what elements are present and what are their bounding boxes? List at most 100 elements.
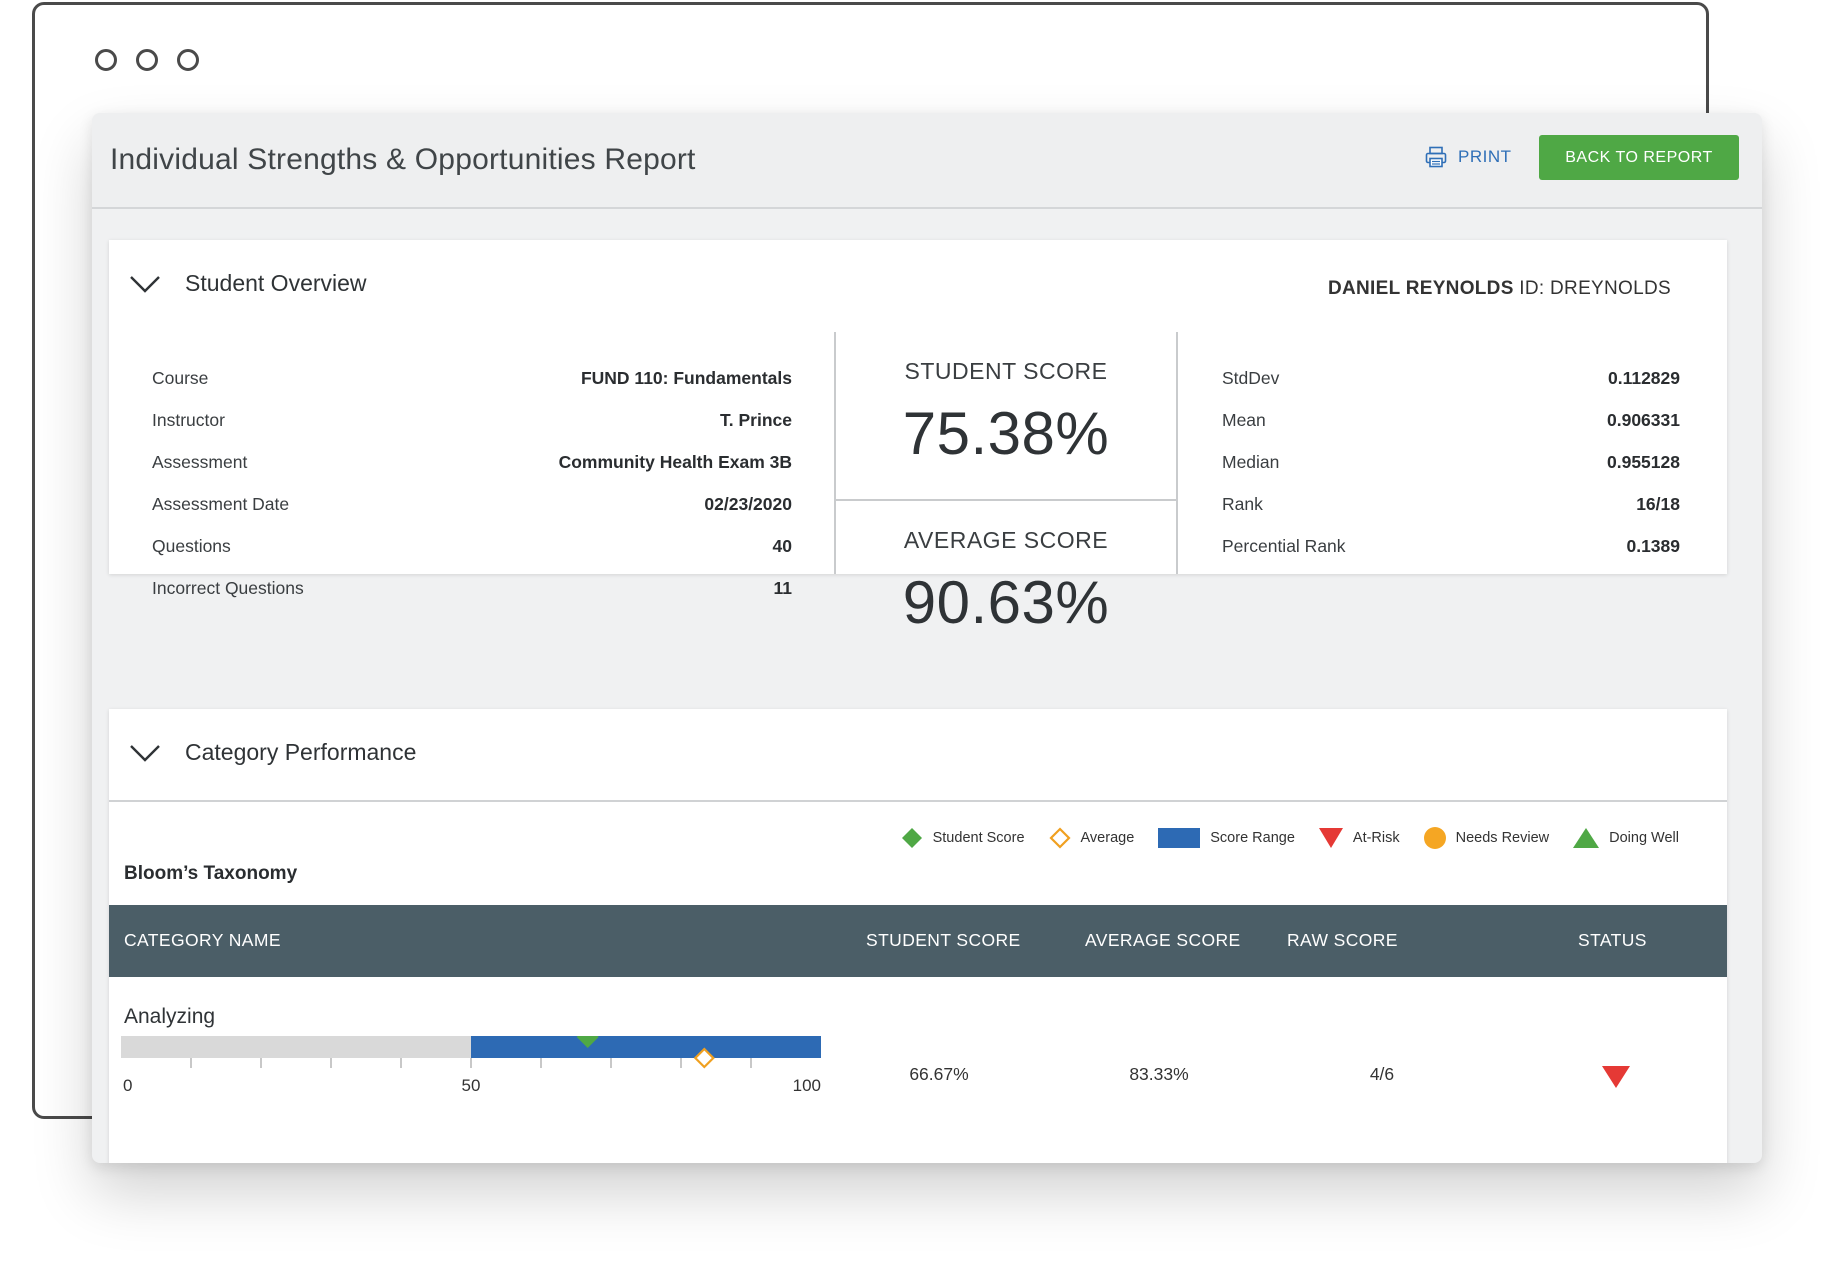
category-performance-card: Category Performance Student Score Avera… <box>109 709 1727 1163</box>
info-row: Incorrect Questions 11 <box>152 578 792 620</box>
table-header: CATEGORY NAME STUDENT SCORE AVERAGE SCOR… <box>109 905 1727 977</box>
legend-average: Average <box>1048 827 1135 849</box>
red-down-triangle-icon <box>1318 828 1343 848</box>
stat-row: Mean 0.906331 <box>1222 410 1680 452</box>
window-controls <box>95 49 199 71</box>
chevron-down-icon[interactable] <box>129 743 161 763</box>
raw-score-cell: 4/6 <box>1369 1064 1395 1084</box>
score-range-fill <box>471 1036 821 1058</box>
report-panel: Individual Strengths & Opportunities Rep… <box>92 113 1762 1163</box>
student-score-block: STUDENT SCORE 75.38% <box>836 358 1176 468</box>
info-row: Questions 40 <box>152 536 792 578</box>
stat-label: Mean <box>1222 410 1266 430</box>
legend-at-risk: At-Risk <box>1318 828 1400 848</box>
category-name: Analyzing <box>124 1005 216 1028</box>
print-button[interactable]: PRINT <box>1424 145 1512 169</box>
stat-label: StdDev <box>1222 368 1280 388</box>
legend-student-score: Student Score <box>901 827 1025 849</box>
info-row: Course FUND 110: Fundamentals <box>152 368 792 410</box>
average-score-block: AVERAGE SCORE 90.63% <box>836 527 1176 637</box>
score-range-bar: 0 50 100 <box>121 1036 821 1095</box>
student-name: DANIEL REYNOLDS <box>1327 278 1514 299</box>
print-label: PRINT <box>1458 147 1512 166</box>
axis-tick-label: 100 <box>793 1076 821 1095</box>
printer-icon <box>1425 146 1447 168</box>
info-label: Instructor <box>152 410 225 430</box>
column-header-status[interactable]: STATUS <box>1578 930 1647 950</box>
report-title: Individual Strengths & Opportunities Rep… <box>110 143 696 176</box>
axis-tick-label: 0 <box>123 1076 132 1095</box>
info-value: T. Prince <box>720 410 792 430</box>
stat-value: 0.112829 <box>1607 368 1680 388</box>
column-header-raw-score[interactable]: RAW SCORE <box>1287 930 1398 950</box>
at-risk-status-icon <box>1602 1066 1630 1088</box>
stat-label: Rank <box>1222 494 1263 514</box>
student-id: ID: DREYNOLDS <box>1519 278 1671 299</box>
column-header-category[interactable]: CATEGORY NAME <box>124 930 281 950</box>
average-score-label: AVERAGE SCORE <box>903 527 1109 553</box>
student-overview-card: Student Overview DANIEL REYNOLDS ID: DRE… <box>109 240 1727 636</box>
legend-needs-review: Needs Review <box>1423 827 1550 849</box>
course-info-list: Course FUND 110: Fundamentals Instructor T… <box>152 368 792 620</box>
info-row: Assessment Date 02/23/2020 <box>152 494 792 536</box>
stat-label: Median <box>1222 452 1280 472</box>
legend-label: Student Score <box>932 830 1025 846</box>
divider <box>1176 332 1178 574</box>
stat-label: Percential Rank <box>1222 536 1346 556</box>
info-row: Assessment Community Health Exam 3B <box>152 452 792 494</box>
info-value: 40 <box>772 536 792 556</box>
divider <box>834 332 836 574</box>
info-value: Community Health Exam 3B <box>558 452 792 472</box>
average-score-marker <box>693 1047 715 1069</box>
legend-label: At-Risk <box>1352 830 1400 846</box>
column-header-average-score[interactable]: AVERAGE SCORE <box>1085 930 1241 950</box>
window-dot-close[interactable] <box>95 49 117 71</box>
legend-doing-well: Doing Well <box>1573 828 1679 848</box>
window-dot-maximize[interactable] <box>177 49 199 71</box>
legend-label: Score Range <box>1210 830 1295 846</box>
info-label: Course <box>152 368 209 388</box>
category-performance-header[interactable]: Category Performance <box>129 739 416 766</box>
orange-circle-icon <box>1423 827 1446 849</box>
stat-row: StdDev 0.112829 <box>1222 368 1680 410</box>
legend-score-range: Score Range <box>1158 827 1295 849</box>
back-to-report-button[interactable]: BACK TO REPORT <box>1539 135 1739 180</box>
column-header-student-score[interactable]: STUDENT SCORE <box>866 930 1021 950</box>
stat-row: Percential Rank 0.1389 <box>1222 536 1680 578</box>
student-score-marker <box>576 1036 599 1048</box>
window-dot-minimize[interactable] <box>136 49 158 71</box>
green-diamond-icon <box>901 828 922 848</box>
info-value: 11 <box>773 578 793 598</box>
category-performance-title: Category Performance <box>185 739 417 765</box>
axis-ticks <box>190 1058 752 1068</box>
legend-label: Average <box>1080 830 1135 846</box>
chevron-down-icon[interactable] <box>129 274 161 294</box>
student-score-value: 75.38% <box>902 400 1110 467</box>
info-label: Questions <box>152 536 231 556</box>
student-score-cell: 66.67% <box>909 1064 969 1084</box>
blue-rectangle-icon <box>1158 828 1201 848</box>
stat-value: 0.955128 <box>1607 452 1680 472</box>
stat-value: 0.1389 <box>1626 536 1680 556</box>
info-label: Assessment Date <box>152 494 290 514</box>
info-label: Assessment <box>152 452 248 472</box>
section-title: Bloom’s Taxonomy <box>124 863 298 884</box>
student-overview-header[interactable]: Student Overview <box>129 270 367 297</box>
info-value: FUND 110: Fundamentals <box>580 368 792 388</box>
stat-row: Rank 16/18 <box>1222 494 1680 536</box>
legend-label: Doing Well <box>1609 830 1679 846</box>
divider <box>836 499 1176 501</box>
green-up-triangle-icon <box>1573 828 1600 848</box>
report-header: Individual Strengths & Opportunities Rep… <box>92 113 1762 209</box>
chart-legend: Student Score Average Score Range At-Ris… <box>901 827 1679 849</box>
stat-value: 16/18 <box>1636 494 1680 514</box>
average-score-value: 90.63% <box>902 569 1110 636</box>
student-overview-title: Student Overview <box>185 270 367 296</box>
stat-row: Median 0.955128 <box>1222 452 1680 494</box>
info-row: Instructor T. Prince <box>152 410 792 452</box>
legend-label: Needs Review <box>1455 830 1550 846</box>
axis-tick-label: 50 <box>462 1076 481 1095</box>
divider <box>109 800 1727 802</box>
student-score-label: STUDENT SCORE <box>904 358 1108 384</box>
average-score-cell: 83.33% <box>1129 1064 1189 1084</box>
